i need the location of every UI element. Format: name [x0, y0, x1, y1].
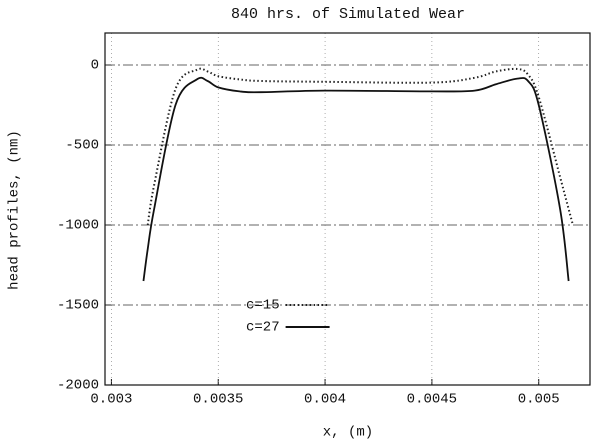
y-tick-label: -1000 — [57, 218, 99, 234]
y-tick-label: -2000 — [57, 378, 99, 394]
chart-title: 840 hrs. of Simulated Wear — [231, 6, 465, 23]
y-tick-label: 0 — [91, 58, 99, 74]
legend-label: c=27 — [246, 320, 280, 336]
x-tick-label: 0.0035 — [193, 392, 243, 408]
y-tick-label: -500 — [65, 138, 99, 154]
x-tick-label: 0.004 — [304, 392, 346, 408]
x-axis-label: x, (m) — [323, 425, 373, 441]
y-axis-label: head profiles, (nm) — [7, 130, 23, 290]
series-line — [142, 76, 570, 282]
plot-frame — [104, 32, 591, 386]
x-tick-label: 0.003 — [90, 392, 132, 408]
series-line — [146, 67, 574, 226]
x-tick-label: 0.005 — [518, 392, 560, 408]
legend-label: c=15 — [246, 298, 280, 314]
y-tick-label: -1500 — [57, 298, 99, 314]
x-tick-label: 0.0045 — [407, 392, 457, 408]
